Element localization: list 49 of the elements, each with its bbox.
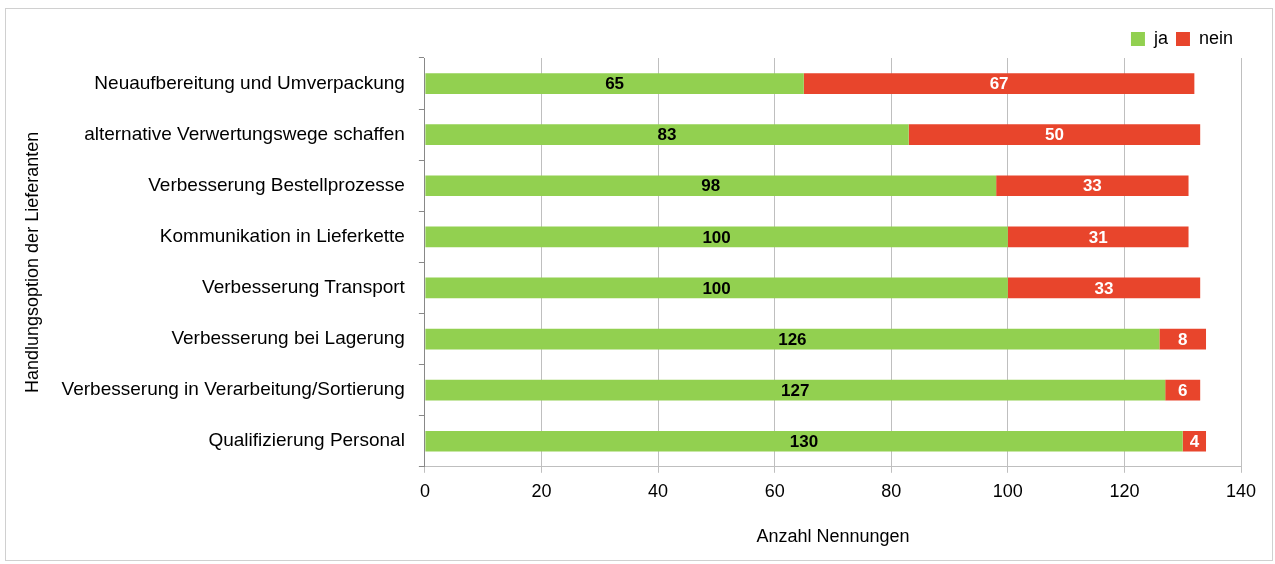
bar — [425, 226, 1008, 248]
data-label: 130 — [789, 431, 819, 451]
x-tick-label: 40 — [648, 480, 669, 501]
bar — [1007, 277, 1201, 299]
data-label: 6 — [1177, 380, 1188, 400]
x-tick-label: 100 — [992, 480, 1023, 501]
bar — [425, 73, 804, 94]
y-tick-label: Kommunikation in Lieferkette — [159, 225, 405, 247]
data-label: 31 — [1088, 227, 1108, 247]
y-tick-label: Verbesserung Transport — [202, 276, 406, 298]
data-label: 33 — [1094, 278, 1114, 298]
legend-label: ja — [1152, 27, 1169, 48]
y-tick-label: Verbesserung Bestellprozesse — [148, 173, 405, 195]
bar — [425, 175, 997, 197]
data-label: 50 — [1045, 125, 1064, 145]
data-label: 83 — [657, 125, 677, 145]
bar — [425, 430, 1183, 452]
legend-label: nein — [1198, 27, 1233, 48]
bar — [425, 379, 1166, 401]
x-tick-label: 0 — [419, 480, 430, 501]
y-tick-label: alternative Verwertungswege schaffen — [84, 122, 405, 144]
bar — [908, 124, 1201, 145]
data-label: 100 — [702, 278, 731, 298]
data-label: 4 — [1189, 431, 1200, 451]
x-tick-label: 60 — [764, 480, 785, 501]
x-tick-label: 20 — [531, 480, 552, 501]
data-label: 127 — [781, 380, 810, 400]
x-tick-label: 140 — [1225, 480, 1257, 501]
y-tick-label: Qualifizierung Personal — [208, 429, 405, 451]
data-label: 100 — [702, 227, 731, 247]
y-tick-label: Verbesserung bei Lagerung — [171, 327, 405, 349]
y-axis-title: Handlungsoption der Lieferanten — [21, 131, 42, 393]
data-label: 8 — [1177, 329, 1188, 349]
bar — [425, 277, 1008, 299]
data-label: 33 — [1082, 176, 1102, 196]
x-tick-label: 80 — [881, 480, 902, 501]
y-tick-label: Verbesserung in Verarbeitung/Sortierung — [61, 378, 405, 400]
data-label: 65 — [605, 74, 625, 94]
bar — [803, 73, 1195, 94]
bar — [425, 328, 1160, 350]
x-tick-label: 120 — [1109, 480, 1140, 501]
data-label: 126 — [778, 329, 807, 349]
y-tick-label: Neuaufbereitung und Umverpackung — [94, 71, 405, 93]
bar — [425, 124, 909, 145]
bar — [1007, 226, 1189, 248]
data-label: 98 — [701, 176, 721, 196]
data-label: 67 — [989, 74, 1009, 94]
bar — [996, 175, 1189, 197]
x-axis-title: Anzahl Nennungen — [756, 526, 910, 547]
